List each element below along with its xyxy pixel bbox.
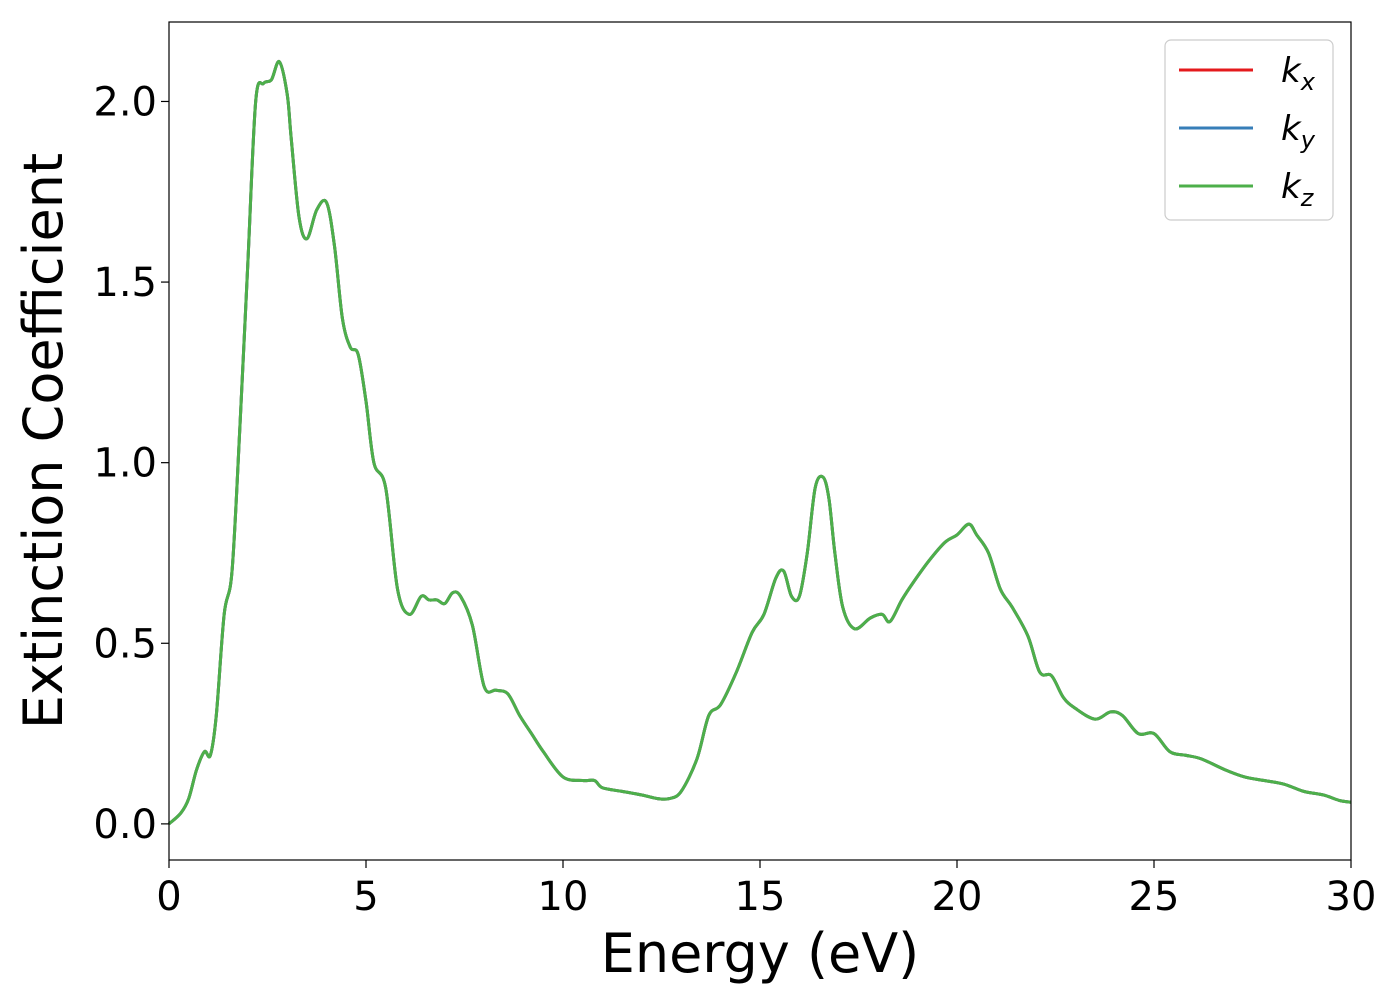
x-axis: 0 5 10 15 20 25 30: [156, 860, 1376, 920]
x-tick-label: 15: [735, 874, 786, 920]
y-tick-label: 2.0: [93, 79, 157, 125]
y-tick-label: 1.5: [93, 260, 157, 306]
y-axis: 0.0 0.5 1.0 1.5 2.0: [93, 79, 169, 848]
y-axis-title: Extinction Coefficient: [12, 153, 75, 729]
x-tick-label: 0: [156, 874, 181, 920]
legend-items: kx ky kz: [1179, 51, 1316, 212]
x-tick-label: 20: [932, 874, 983, 920]
y-tick-label: 0.0: [93, 802, 157, 848]
y-tick-label: 0.5: [93, 621, 157, 667]
x-axis-title: Energy (eV): [601, 922, 920, 985]
legend-label-k-z: kz: [1281, 167, 1315, 212]
series-layer: [167, 60, 1352, 826]
legend-label-k-y: ky: [1281, 109, 1316, 154]
x-tick-label: 5: [353, 874, 378, 920]
series-line-k-z: [167, 60, 1352, 826]
y-tick-label: 1.0: [93, 441, 157, 487]
legend-frame: [1164, 39, 1334, 221]
x-tick-label: 30: [1326, 874, 1377, 920]
x-tick-label: 25: [1129, 874, 1180, 920]
x-tick-label: 10: [538, 874, 589, 920]
legend-label-k-x: kx: [1281, 51, 1316, 96]
legend: kx ky kz: [1164, 39, 1334, 221]
